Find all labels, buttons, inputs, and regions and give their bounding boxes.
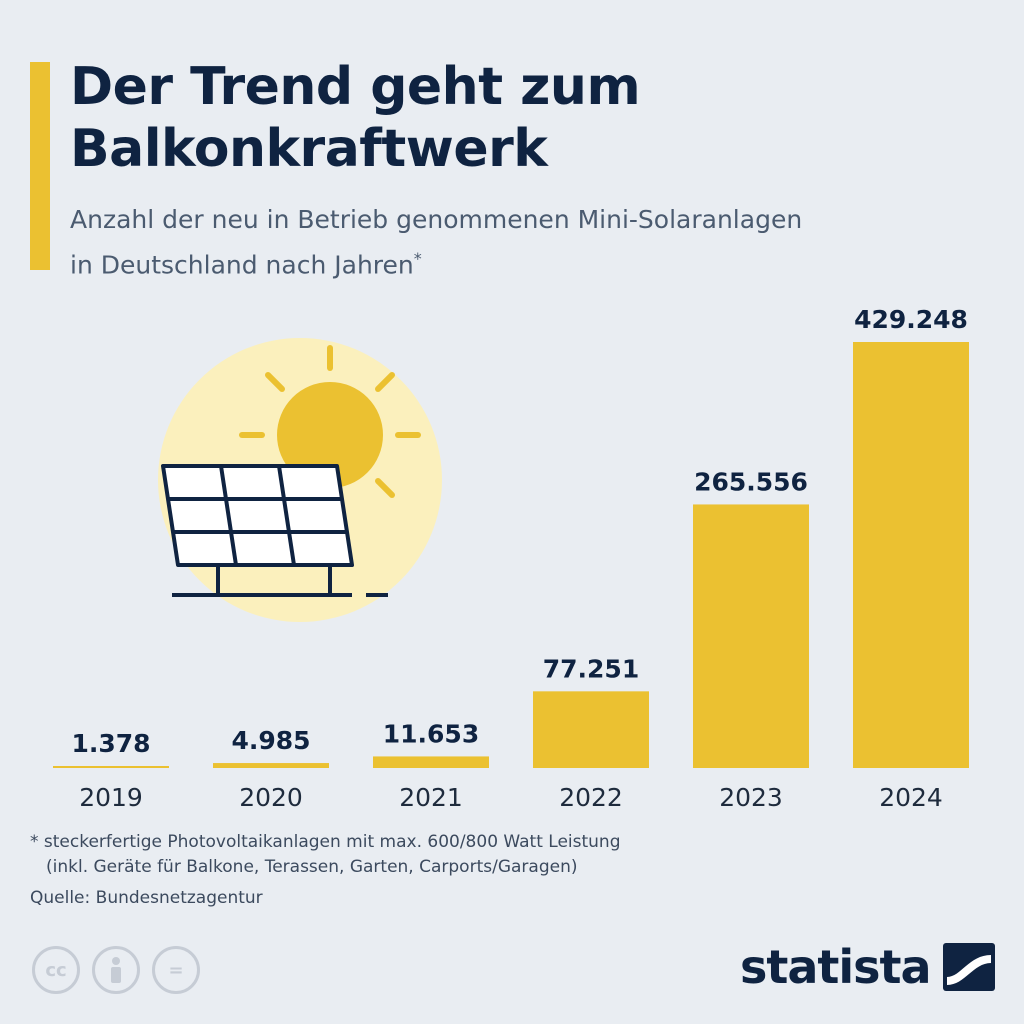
- value-label-2023: 265.556: [694, 467, 808, 496]
- category-label-2019: 2019: [79, 783, 143, 812]
- footnote: * steckerfertige Photovoltaikanlagen mit…: [30, 830, 750, 880]
- nd-icon-text: =: [168, 959, 184, 981]
- footnote-line-1: * steckerfertige Photovoltaikanlagen mit…: [30, 832, 621, 852]
- sun-rays: [239, 345, 421, 498]
- bar-2023: [693, 504, 809, 768]
- solar-illustration: [158, 338, 442, 622]
- statista-logo-icon: [942, 943, 995, 991]
- bar-2021: [373, 756, 489, 768]
- license-icons: cc =: [32, 946, 200, 994]
- bars: 1.378 2019 4.985 2020 11.653 2021 77.251 2022 26…: [53, 305, 969, 812]
- category-label-2023: 2023: [719, 783, 783, 812]
- value-label-2024: 429.248: [854, 305, 968, 334]
- statista-logo[interactable]: statista: [740, 940, 995, 994]
- bar-2020: [213, 763, 329, 768]
- value-label-2022: 77.251: [543, 654, 639, 683]
- chart-title: Der Trend geht zum Balkonkraftwerk: [70, 56, 641, 180]
- footnote-line-2: (inkl. Geräte für Balkone, Terassen, Gar…: [46, 857, 578, 877]
- subtitle-line-2: in Deutschland nach Jahren: [70, 250, 414, 280]
- title-accent-bar: [30, 62, 50, 270]
- value-label-2021: 11.653: [383, 719, 479, 748]
- solar-panel-icon: [161, 464, 388, 597]
- sun-icon: [277, 382, 383, 488]
- nd-icon[interactable]: =: [152, 946, 200, 994]
- bar-2019: [53, 766, 169, 768]
- bar-2022: [533, 691, 649, 768]
- bar-2024: [853, 342, 969, 768]
- brand-name: statista: [740, 940, 932, 994]
- subtitle-footnote-mark: *: [413, 249, 422, 268]
- cc-icon[interactable]: cc: [32, 946, 80, 994]
- category-label-2024: 2024: [879, 783, 943, 812]
- value-label-2020: 4.985: [231, 726, 310, 755]
- value-label-2019: 1.378: [71, 729, 150, 758]
- subtitle-line-1: Anzahl der neu in Betrieb genommenen Min…: [70, 205, 803, 234]
- category-label-2020: 2020: [239, 783, 303, 812]
- source-note: Quelle: Bundesnetzagentur: [30, 888, 263, 908]
- title-line-2: Balkonkraftwerk: [70, 119, 548, 179]
- cc-icon-text: cc: [45, 959, 67, 981]
- category-label-2021: 2021: [399, 783, 463, 812]
- chart-subtitle: Anzahl der neu in Betrieb genommenen Min…: [70, 200, 1010, 284]
- by-icon[interactable]: [92, 946, 140, 994]
- bar-chart: 1.378 2019 4.985 2020 11.653 2021 77.251 2022 26…: [53, 305, 969, 812]
- person-icon: [111, 957, 121, 983]
- title-line-1: Der Trend geht zum: [70, 57, 641, 117]
- category-label-2022: 2022: [559, 783, 623, 812]
